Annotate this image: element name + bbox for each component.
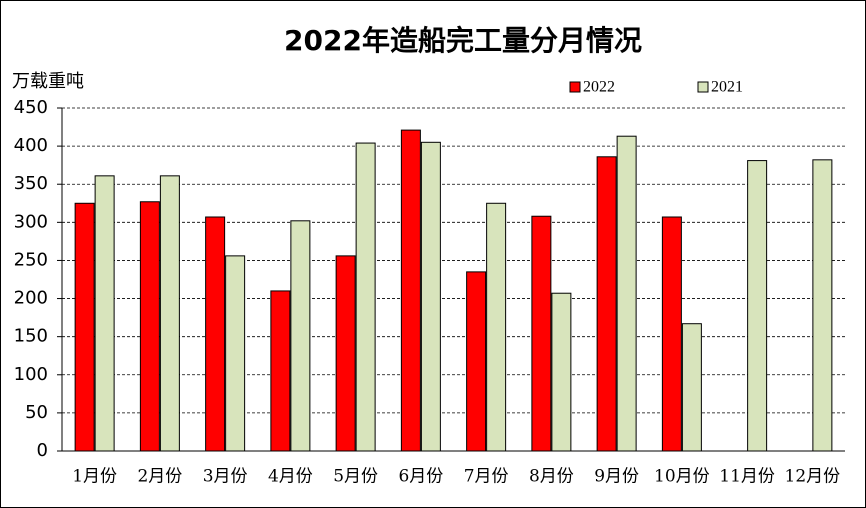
chart-title: 2022年造船完工量分月情况: [284, 24, 642, 57]
y-tick-label: 0: [37, 440, 48, 461]
x-tick-label: 11月份: [719, 467, 775, 487]
y-tick-label: 150: [14, 326, 48, 347]
x-tick-label: 3月份: [203, 467, 248, 487]
bar: [225, 255, 246, 452]
bar: [139, 201, 160, 452]
bar: [747, 160, 768, 452]
y-tick-label: 50: [25, 402, 48, 423]
bar: [551, 292, 572, 452]
y-tick-label: 300: [14, 211, 48, 232]
bar: [335, 255, 356, 452]
bar: [681, 323, 702, 452]
y-tick-label: 400: [14, 135, 48, 156]
y-tick-label: 450: [14, 97, 48, 118]
y-axis-label: 万载重吨: [12, 71, 84, 92]
x-tick-label: 2月份: [137, 467, 182, 487]
x-tick-label: 7月份: [464, 467, 509, 487]
legend-swatch: [697, 81, 709, 93]
bar: [466, 271, 487, 452]
bar: [812, 159, 833, 452]
bar: [616, 135, 637, 452]
bar: [355, 142, 376, 452]
x-tick-label: 10月份: [654, 467, 710, 487]
bar: [400, 129, 421, 452]
x-tick-label: 8月份: [529, 467, 574, 487]
bar: [159, 175, 180, 452]
bar: [74, 202, 95, 452]
y-tick-label: 200: [14, 288, 48, 309]
bar: [94, 175, 115, 452]
bar: [661, 216, 682, 452]
x-tick-label: 1月份: [72, 467, 117, 487]
bar: [486, 202, 507, 452]
legend-label: 2021: [711, 79, 743, 96]
bar: [420, 141, 441, 452]
x-tick-label: 6月份: [398, 467, 443, 487]
legend-label: 2022: [583, 79, 615, 96]
x-tick-label: 9月份: [594, 467, 639, 487]
bar: [290, 220, 311, 452]
bar: [205, 216, 226, 452]
bar: [270, 290, 291, 452]
bar: [531, 215, 552, 452]
y-tick-label: 250: [14, 249, 48, 270]
x-tick-label: 12月份: [785, 467, 841, 487]
y-tick-label: 100: [14, 364, 48, 385]
y-tick-label: 350: [14, 173, 48, 194]
x-tick-label: 5月份: [333, 467, 378, 487]
x-tick-label: 4月份: [268, 467, 313, 487]
bar: [596, 156, 617, 452]
legend-swatch: [569, 81, 581, 93]
